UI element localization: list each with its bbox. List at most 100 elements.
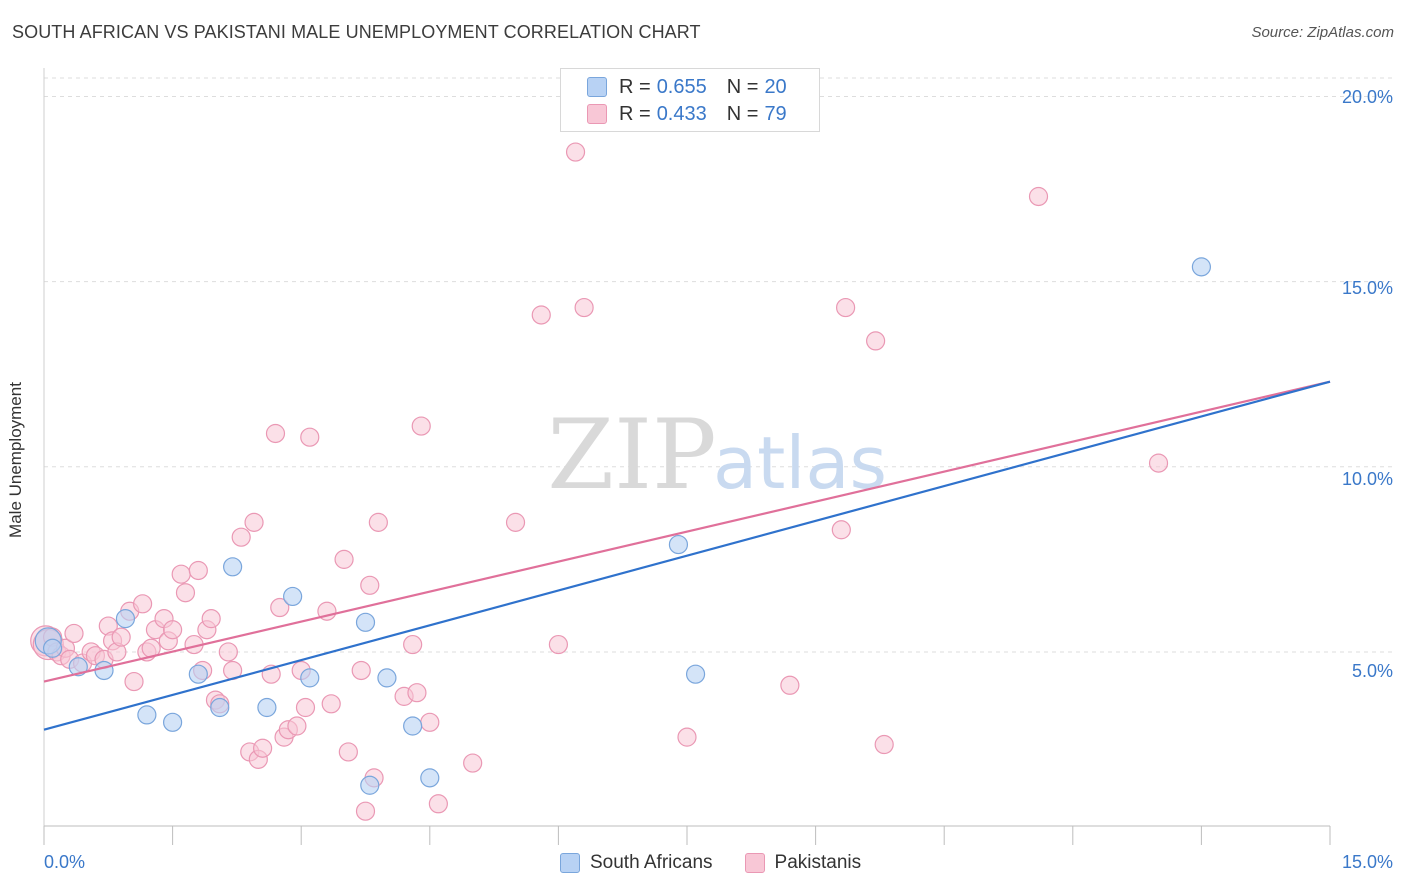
pakistani-point <box>295 697 316 718</box>
pakistani-point <box>64 623 84 644</box>
pakistani-point <box>253 738 273 758</box>
pakistani-point <box>677 727 697 747</box>
pakistani-point <box>201 609 221 629</box>
legend-n-label: N = <box>726 75 759 98</box>
south-african-point <box>360 775 380 795</box>
legend-row-south-africans: R = 0.655 N = 20 <box>587 75 787 99</box>
south-african-point <box>94 660 114 681</box>
south-african-point <box>668 534 689 555</box>
y-tick-label-20: 20.0% <box>1341 87 1393 107</box>
south-african-point <box>223 557 243 577</box>
chart-title: SOUTH AFRICAN VS PAKISTANI MALE UNEMPLOY… <box>12 22 701 42</box>
south-african-point <box>355 612 376 632</box>
legend-swatch-south-africans <box>587 77 607 97</box>
pakistani-point <box>463 753 483 773</box>
south-african-point <box>403 716 423 736</box>
legend-r-label: R = <box>619 75 651 98</box>
south-african-point <box>68 657 88 677</box>
legend-row-pakistanis: R = 0.433 N = 79 <box>587 102 787 126</box>
pakistani-point <box>531 305 551 325</box>
pakistani-point <box>244 512 264 532</box>
pakistani-point <box>351 660 371 681</box>
pakistani-point <box>132 594 153 614</box>
source-label: Source: ZipAtlas.com <box>1251 24 1394 41</box>
bottom-legend: South Africans Pakistanis <box>560 852 893 874</box>
pakistani-point <box>1148 453 1169 473</box>
pakistani-point <box>231 527 251 547</box>
pakistani-point <box>565 142 586 162</box>
pakistani-trend-line <box>43 380 1331 683</box>
legend-swatch-pakistanis <box>587 104 607 124</box>
pakistani-point <box>836 297 856 318</box>
watermark: ZIP atlas <box>547 399 887 511</box>
axes <box>43 68 1331 845</box>
south-african-point <box>283 586 303 607</box>
pakistani-point <box>287 716 307 736</box>
trend-lines <box>43 380 1331 731</box>
south-african-point <box>210 697 230 718</box>
pakistani-point <box>780 675 800 695</box>
pakistani-point <box>188 560 208 581</box>
bottom-legend-swatch-south-africans <box>560 853 580 873</box>
south-african-point <box>188 664 208 684</box>
gridlines <box>44 77 1395 653</box>
pakistani-point <box>831 520 851 540</box>
pakistani-point <box>270 597 290 618</box>
legend-r-value: 0.433 <box>656 102 707 125</box>
bottom-legend-label-pakistanis: Pakistanis <box>774 852 862 873</box>
pakistani-point <box>175 583 196 603</box>
pakistani-point <box>355 801 376 821</box>
pakistani-point <box>111 627 131 647</box>
pakistani-point <box>866 331 886 351</box>
pakistani-point <box>321 694 341 714</box>
legend-r-value: 0.655 <box>656 75 707 98</box>
pakistani-point <box>360 575 380 595</box>
bottom-legend-label-south-africans: South Africans <box>590 852 713 873</box>
x-tick-label-max: 15.0% <box>1341 852 1393 872</box>
pakistani-point <box>300 427 320 447</box>
pakistani-point <box>548 634 569 655</box>
pakistani-point <box>407 683 427 703</box>
pakistani-point <box>1028 186 1049 207</box>
pakistani-point <box>428 794 448 814</box>
pakistani-point <box>403 634 423 655</box>
south-african-point <box>163 712 183 732</box>
pakistani-point <box>265 423 286 444</box>
south-african-point <box>1191 257 1212 277</box>
watermark-zip: ZIP <box>547 399 716 511</box>
pakistani-point <box>171 564 191 584</box>
y-tick-label-15: 15.0% <box>1341 278 1393 298</box>
south-african-point <box>685 664 706 684</box>
y-tick-label-5: 5.0% <box>1351 661 1393 681</box>
south-african-point <box>42 638 63 658</box>
bottom-legend-pakistanis: Pakistanis <box>744 852 862 874</box>
pakistani-point <box>368 512 388 532</box>
pakistani-point <box>411 416 431 436</box>
south-african-trend-line <box>43 380 1331 731</box>
y-tick-label-10: 10.0% <box>1341 469 1393 489</box>
pakistani-point <box>505 512 526 532</box>
pakistani-point <box>334 549 354 569</box>
legend-n-label: N = <box>726 102 759 125</box>
legend-n-value: 20 <box>764 75 787 98</box>
watermark-atlas: atlas <box>713 421 887 505</box>
bottom-legend-south-africans: South Africans <box>560 852 713 874</box>
pakistani-point <box>574 297 594 318</box>
legend: R = 0.655 N = 20 R = 0.433 N = 79 <box>560 68 820 132</box>
pakistani-point <box>874 734 894 755</box>
south-african-point <box>420 768 440 788</box>
x-tick-label-min: 0.0% <box>44 852 86 872</box>
south-african-point <box>300 668 320 688</box>
south-african-point <box>257 697 277 718</box>
bottom-legend-swatch-pakistanis <box>744 853 765 873</box>
south-african-point <box>115 609 136 629</box>
pakistani-point <box>338 742 358 762</box>
pakistani-point <box>420 712 440 732</box>
south-african-point <box>137 705 157 725</box>
south-african-points <box>34 257 1212 795</box>
legend-r-label: R = <box>619 102 651 125</box>
south-african-point <box>377 668 397 688</box>
pakistani-point <box>163 620 183 640</box>
legend-n-value: 79 <box>764 102 787 125</box>
